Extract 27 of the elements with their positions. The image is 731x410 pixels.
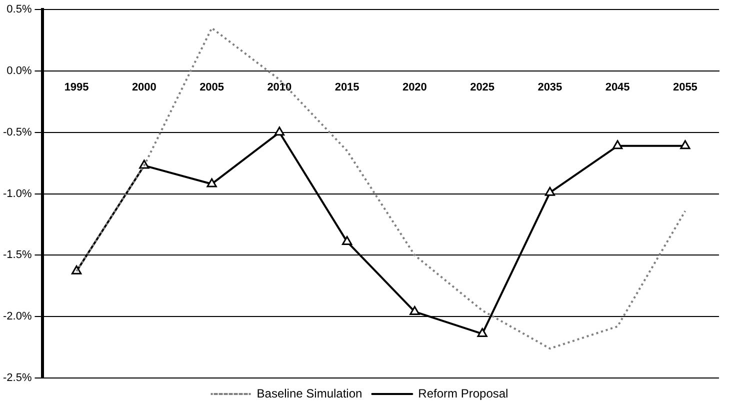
- y-tick-label: -1.5%: [2, 249, 32, 262]
- y-tick-label: -0.5%: [2, 126, 32, 138]
- x-tick-label: 2035: [538, 82, 562, 94]
- x-tick-label: 2000: [132, 82, 156, 94]
- point: [410, 306, 420, 315]
- x-tick-label: 2045: [605, 82, 630, 94]
- y-tick-label: -1.0%: [2, 188, 32, 200]
- x-tick-label: 1995: [64, 82, 89, 94]
- y-tick-label: 0.5%: [6, 4, 32, 16]
- point: [342, 236, 352, 245]
- legend-label: Reform Proposal: [418, 386, 508, 400]
- point: [544, 186, 556, 196]
- legend-label: Baseline Simulation: [256, 386, 362, 400]
- x-tick-label: 2025: [470, 82, 495, 94]
- y-tick-label: -2.0%: [2, 310, 32, 323]
- y-tick-label: -2.5%: [2, 372, 32, 384]
- point: [612, 140, 623, 150]
- x-tick-label: 2015: [334, 82, 360, 94]
- x-tick-label: 2020: [402, 82, 427, 94]
- x-tick-label: 2005: [200, 82, 224, 94]
- x-tick-label: 2055: [672, 82, 698, 94]
- point: [477, 328, 488, 338]
- point: [274, 126, 285, 136]
- point: [206, 178, 217, 188]
- point: [680, 140, 690, 150]
- x-tick-label: 2010: [267, 82, 292, 94]
- y-tick-label: 0.0%: [6, 65, 32, 78]
